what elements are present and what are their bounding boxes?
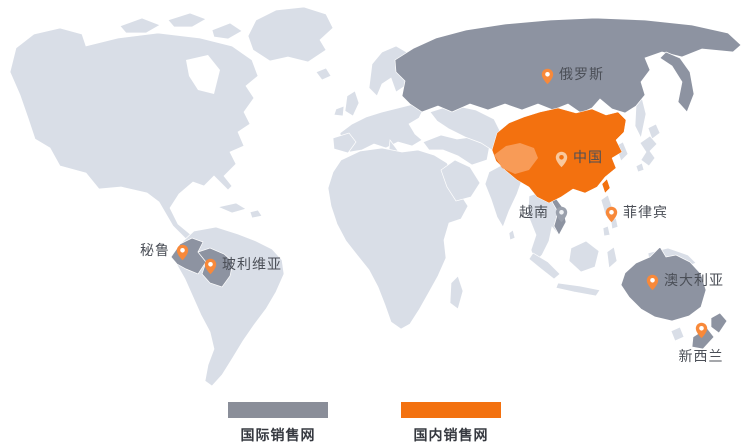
map-pin-icon [555,151,567,167]
region-sulawesi [606,246,618,269]
map-marker-label: 新西兰 [678,348,724,364]
legend-item-domestic: 国内销售网 [401,402,501,442]
region-russia [394,17,742,114]
legend-swatch-international [228,402,328,418]
legend-item-international: 国际销售网 [228,402,328,442]
map-marker-label: 秘鲁 [140,242,170,258]
region-bolivia [197,247,234,288]
hudson-bay [186,55,220,94]
region-china-west [494,143,538,174]
map-pin-icon [555,206,567,222]
map-marker-label: 玻利维亚 [222,256,282,272]
region-philippines [602,225,611,237]
map-pin-icon [204,258,216,274]
region-africa [327,147,469,330]
region-arctic-island [119,17,161,34]
map-marker-label: 中国 [573,149,603,165]
map-marker-label: 俄罗斯 [559,66,604,82]
region-japan-kyushu [635,162,645,173]
region-taiwan [601,178,611,194]
region-borneo [568,240,600,273]
map-pin-icon [541,68,553,84]
region-arabia [440,159,481,202]
region-middle-east [422,134,491,166]
region-iceland [315,67,332,81]
map-marker-label: 菲律宾 [623,204,668,220]
region-sri-lanka [508,229,516,241]
map-pin-icon [605,206,617,222]
region-madagascar [449,275,464,310]
region-greenland [247,6,334,63]
region-kamchatka [659,51,695,113]
region-cuba [216,202,247,214]
region-hispaniola [249,209,263,219]
region-java [555,282,601,297]
region-new-zealand-north [710,312,728,334]
region-philippines [610,217,619,230]
region-ireland [333,105,345,117]
region-europe [339,103,425,153]
region-arctic-island [167,12,207,28]
region-australia [620,246,707,322]
map-marker-label: 越南 [519,204,549,220]
map-pin-icon [646,274,658,290]
region-arctic-island [211,22,243,40]
map-pin-icon [695,322,707,338]
region-tasmania [670,326,685,342]
legend-label-international: 国际销售网 [240,427,316,442]
region-japan-hokkaido [647,123,661,140]
region-north-america [9,27,259,254]
region-uk [344,90,360,117]
legend-label-domestic: 国内销售网 [413,427,489,442]
region-iberia [332,132,357,154]
map-pin-icon [176,244,188,260]
legend-swatch-domestic [401,402,501,418]
region-sumatra [528,252,561,280]
region-japan-honshu [639,135,658,167]
map-marker-label: 澳大利亚 [664,272,724,288]
